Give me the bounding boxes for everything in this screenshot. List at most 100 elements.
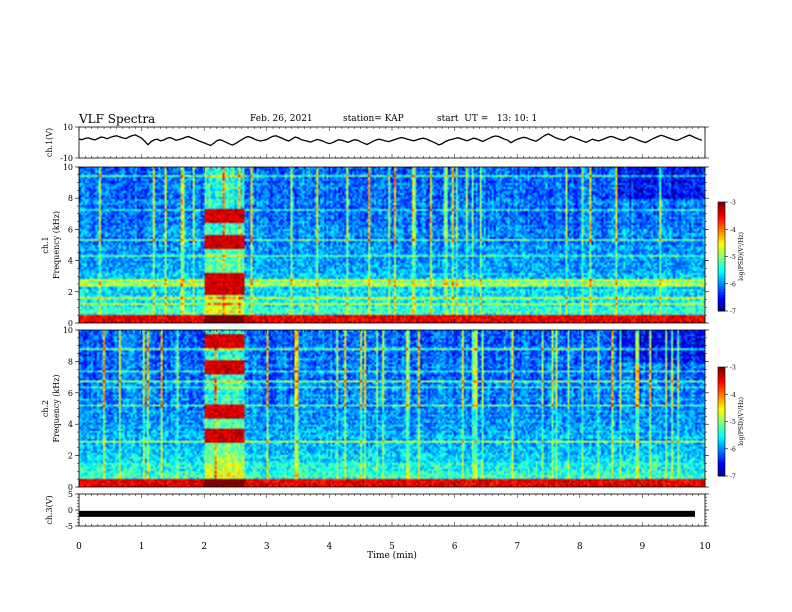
colorbar-cell <box>718 467 725 472</box>
x-axis-title: Time (min) <box>367 550 417 561</box>
colorbar-cell <box>718 281 725 285</box>
colorbar-cell <box>718 407 725 412</box>
colorbar-cell <box>718 443 725 447</box>
y-tick-label: 0 <box>68 319 73 328</box>
ch1-frequency-axis-title: Frequency (kHz) <box>52 211 61 279</box>
colorbar-cell <box>718 289 725 293</box>
colorbar-cell <box>718 402 725 406</box>
colorbar-cell <box>718 240 725 244</box>
colorbar-cell <box>718 386 725 390</box>
colorbar-cell <box>718 424 725 428</box>
colorbar-tick-label: -6 <box>730 281 736 288</box>
colorbar-cell <box>718 229 725 233</box>
colorbar-cell <box>718 264 725 268</box>
y-tick-label: 8 <box>68 357 73 366</box>
colorbar-cell <box>718 372 725 376</box>
colorbar-cell <box>718 413 725 417</box>
ch2-spectrogram-axis-title: ch.2 <box>41 400 50 417</box>
colorbar-cell <box>718 391 725 395</box>
start-time-label: start UT = 13: 10: 1 <box>437 114 538 124</box>
colorbar-tick-label: -7 <box>730 309 736 316</box>
colorbar-cell <box>718 369 725 373</box>
colorbar-cell <box>718 367 725 371</box>
ch2-frequency-axis-title: Frequency (kHz) <box>52 374 61 442</box>
colorbar-cell <box>718 456 725 461</box>
colorbar-cell <box>718 454 725 458</box>
colorbar-label: log(PSD)(V²/Hz) <box>738 397 745 446</box>
colorbar-cell <box>718 297 725 301</box>
colorbar-tick-label: -3 <box>730 365 736 372</box>
colorbar-tick-label: -5 <box>730 419 736 426</box>
colorbar-cell <box>718 437 725 442</box>
colorbar-cell <box>718 272 725 277</box>
colorbar-cell <box>718 204 725 208</box>
colorbar-cell <box>718 212 725 217</box>
colorbar-cell <box>718 396 725 401</box>
colorbar-cell <box>718 231 725 236</box>
x-tick-label: 4 <box>327 542 333 552</box>
colorbar-cell <box>718 429 725 433</box>
colorbar-cell <box>718 300 725 304</box>
colorbar-cell <box>718 302 725 307</box>
y-tick-label: 2 <box>68 288 73 297</box>
colorbar-cell <box>718 375 725 379</box>
y-tick-label: 2 <box>68 452 73 461</box>
colorbar-cell <box>718 207 725 211</box>
colorbar-cell <box>718 221 725 225</box>
ch1-axis-title: ch.1(V) <box>45 128 54 157</box>
colorbar-cell <box>718 210 725 214</box>
colorbar-cell <box>718 394 725 398</box>
colorbar-cell <box>718 294 725 298</box>
x-tick-label: 10 <box>699 542 711 552</box>
colorbar-cell <box>718 416 725 420</box>
x-tick-label: 8 <box>577 542 583 552</box>
colorbar-cell <box>718 237 725 241</box>
colorbar-cell <box>718 253 725 257</box>
colorbar-cell <box>718 388 725 393</box>
colorbar-cell <box>718 218 725 222</box>
colorbar-cell <box>718 421 725 425</box>
colorbar-cell <box>718 226 725 230</box>
colorbar-cell <box>718 465 725 469</box>
ch1-spectrogram-axis-title: ch.1 <box>41 236 50 253</box>
x-tick-label: 9 <box>640 542 646 552</box>
colorbar-cell <box>718 202 725 206</box>
colorbar-tick-label: -7 <box>730 474 736 481</box>
y-tick-label: -5 <box>65 522 73 531</box>
station-label: station= KAP <box>343 114 404 124</box>
colorbar-tick-label: -3 <box>730 200 736 207</box>
x-tick-label: 5 <box>389 542 395 552</box>
colorbar-cell <box>718 377 725 382</box>
colorbar-cell <box>718 435 725 439</box>
colorbar-cell <box>718 286 725 290</box>
colorbar-cell <box>718 305 725 309</box>
colorbar-cell <box>718 383 725 387</box>
colorbar-cell <box>718 448 725 452</box>
spectrogram-ch1 <box>79 167 705 323</box>
colorbar-cell <box>718 405 725 409</box>
colorbar-cell <box>718 410 725 414</box>
colorbar-cell <box>718 308 725 312</box>
colorbar-cell <box>718 470 725 474</box>
figure-title: VLF Spectra <box>79 112 156 126</box>
y-tick-label: 5 <box>68 490 73 499</box>
colorbar-cell <box>718 399 725 403</box>
y-tick-label: -10 <box>60 154 73 163</box>
colorbar-cell <box>718 473 725 477</box>
x-tick-label: 1 <box>139 542 145 552</box>
colorbar-cell <box>718 251 725 255</box>
colorbar-tick-label: -4 <box>730 227 736 234</box>
colorbar-cell <box>718 278 725 282</box>
colorbar-cell <box>718 242 725 247</box>
colorbar-cell <box>718 245 725 249</box>
colorbar-cell <box>718 462 725 466</box>
colorbar-cell <box>718 283 725 287</box>
colorbar-cell <box>718 234 725 238</box>
colorbar-tick-label: -4 <box>730 392 736 399</box>
date-label: Feb. 26, 2021 <box>250 114 313 124</box>
colorbar-cell <box>718 215 725 219</box>
colorbar-cell <box>718 248 725 252</box>
colorbar-cell <box>718 275 725 279</box>
ch1-waveform <box>78 133 703 147</box>
